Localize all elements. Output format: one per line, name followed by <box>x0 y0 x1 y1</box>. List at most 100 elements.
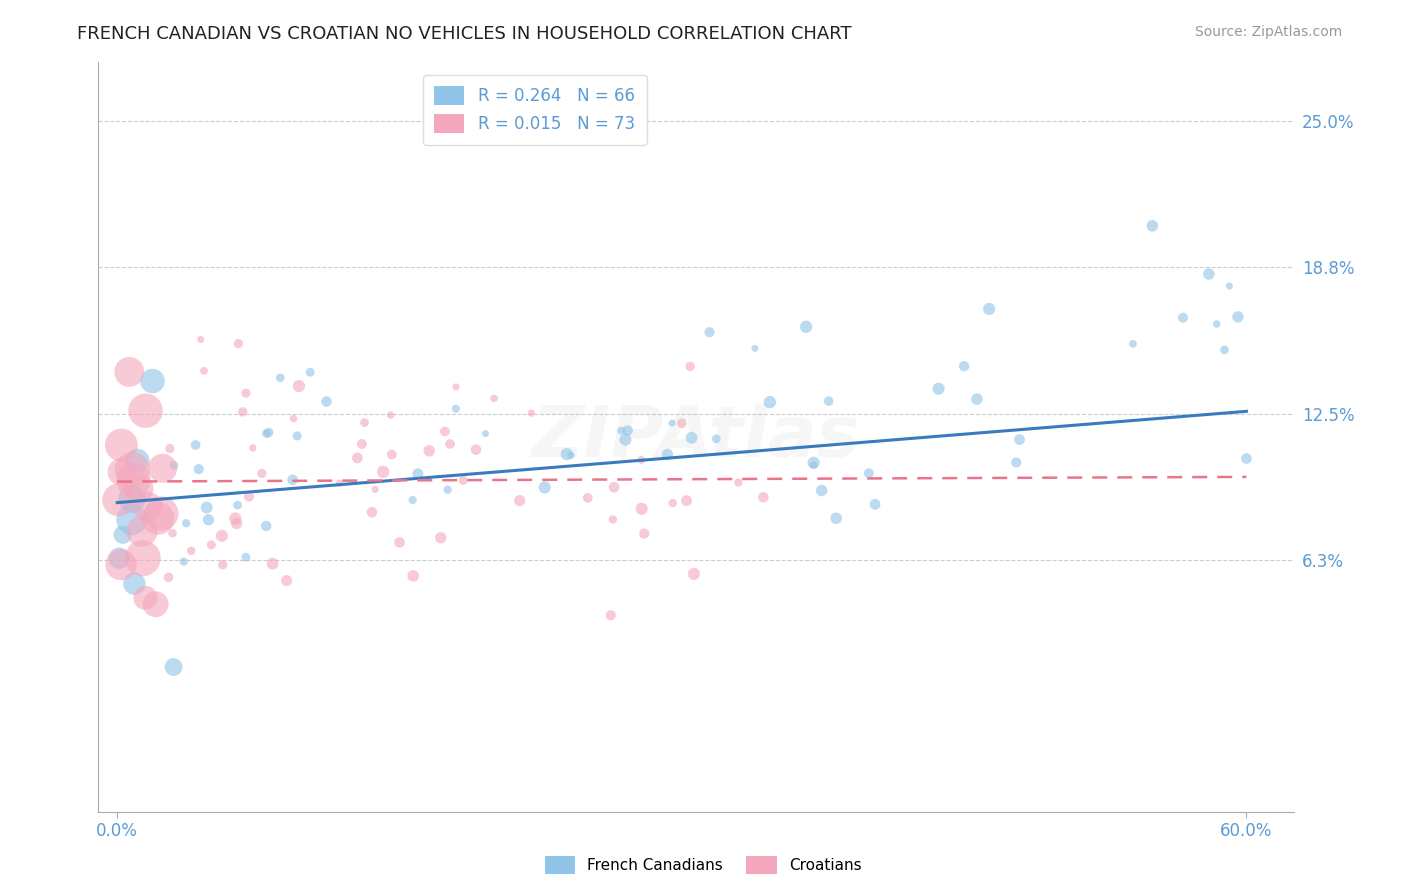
Point <box>157 570 180 584</box>
Point <box>1198 267 1220 281</box>
Point <box>127 454 149 468</box>
Point <box>401 492 423 507</box>
Point <box>315 394 337 409</box>
Point <box>699 325 721 339</box>
Point <box>150 507 173 521</box>
Point <box>174 516 197 531</box>
Point <box>966 392 988 406</box>
Point <box>225 516 247 531</box>
Point <box>1213 343 1236 357</box>
Point <box>162 526 184 541</box>
Point <box>121 491 143 506</box>
Point <box>576 491 599 505</box>
Point <box>433 425 456 439</box>
Point <box>141 374 163 388</box>
Point <box>1218 279 1240 293</box>
Point <box>928 382 950 396</box>
Point <box>794 319 817 334</box>
Point <box>373 465 395 479</box>
Point <box>1236 451 1258 466</box>
Point <box>228 336 250 351</box>
Point <box>107 492 129 507</box>
Point <box>159 442 181 456</box>
Point <box>360 505 382 519</box>
Point <box>610 424 633 438</box>
Point <box>224 511 246 525</box>
Point <box>465 442 488 457</box>
Point <box>238 490 260 504</box>
Point <box>211 558 233 572</box>
Point <box>444 401 467 416</box>
Point <box>657 448 679 462</box>
Point <box>276 574 298 588</box>
Point <box>200 538 222 552</box>
Point <box>603 480 626 494</box>
Text: Source: ZipAtlas.com: Source: ZipAtlas.com <box>1195 25 1343 39</box>
Point <box>121 512 143 526</box>
Point <box>180 544 202 558</box>
Point <box>122 473 145 487</box>
Point <box>187 462 209 476</box>
Point <box>193 364 215 378</box>
Point <box>1142 219 1164 233</box>
Point <box>110 558 132 572</box>
Point <box>250 467 273 481</box>
Point <box>825 511 848 525</box>
Point <box>436 483 458 497</box>
Point <box>560 448 582 462</box>
Point <box>388 535 411 549</box>
Point <box>262 557 284 571</box>
Point <box>683 566 706 581</box>
Point <box>418 443 440 458</box>
Point <box>661 416 683 430</box>
Point <box>285 429 308 443</box>
Point <box>444 380 467 394</box>
Point <box>533 480 555 494</box>
Point <box>803 458 825 472</box>
Point <box>681 431 703 445</box>
Point <box>671 416 693 430</box>
Point <box>254 426 277 441</box>
Point <box>759 395 782 409</box>
Point <box>124 576 146 591</box>
Point <box>184 438 207 452</box>
Point <box>810 483 832 498</box>
Point <box>110 465 132 479</box>
Point <box>226 498 249 512</box>
Point <box>146 511 169 525</box>
Point <box>953 359 976 373</box>
Point <box>173 555 195 569</box>
Point <box>380 408 402 422</box>
Point <box>152 461 174 475</box>
Point <box>235 386 257 401</box>
Point <box>111 528 134 542</box>
Point <box>242 441 264 455</box>
Point <box>616 424 638 438</box>
Point <box>211 529 233 543</box>
Point <box>599 608 621 623</box>
Point <box>128 482 150 496</box>
Point <box>346 450 368 465</box>
Point <box>1008 433 1031 447</box>
Point <box>132 551 155 566</box>
Point <box>402 569 425 583</box>
Point <box>406 467 429 481</box>
Point <box>752 490 775 504</box>
Text: FRENCH CANADIAN VS CROATIAN NO VEHICLES IN HOUSEHOLD CORRELATION CHART: FRENCH CANADIAN VS CROATIAN NO VEHICLES … <box>77 25 852 43</box>
Point <box>614 433 637 447</box>
Point <box>353 416 375 430</box>
Legend: French Canadians, Croatians: French Canadians, Croatians <box>538 850 868 880</box>
Point <box>661 496 683 510</box>
Point <box>257 425 280 440</box>
Point <box>162 660 184 674</box>
Point <box>675 493 697 508</box>
Point <box>1205 317 1227 331</box>
Point <box>602 512 624 526</box>
Point <box>118 365 141 379</box>
Point <box>555 447 578 461</box>
Point <box>197 513 219 527</box>
Legend: R = 0.264   N = 66, R = 0.015   N = 73: R = 0.264 N = 66, R = 0.015 N = 73 <box>423 75 647 145</box>
Point <box>858 467 880 481</box>
Point <box>110 438 132 452</box>
Point <box>1171 310 1194 325</box>
